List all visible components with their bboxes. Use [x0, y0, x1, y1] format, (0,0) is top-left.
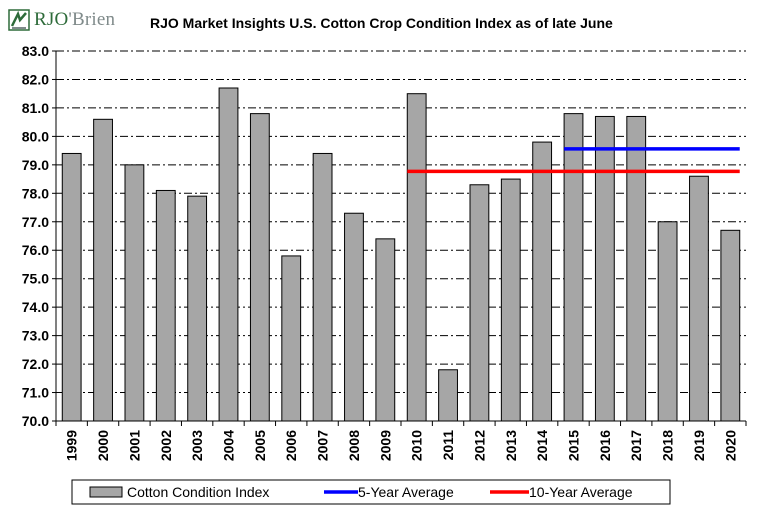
y-axis-ticks: 70.0 71.0 72.0 73.0 74.0 75.0 76.0 77.0 78.0 79.0… — [22, 43, 49, 429]
x-tick-label-2016: 2016 — [597, 430, 613, 461]
logo-text-main: RJO — [34, 9, 69, 30]
rjo-brien-logo: RJO'Brien — [8, 6, 115, 34]
bar-2003 — [187, 195, 208, 422]
bar-2017 — [626, 115, 647, 422]
y-tick-label: 82.0 — [22, 71, 49, 87]
x-tick-label-2004: 2004 — [221, 430, 237, 461]
y-tick-label: 81.0 — [22, 100, 49, 116]
bar-2000 — [93, 118, 113, 422]
bar-2011 — [438, 369, 458, 422]
y-tick-label: 79.0 — [22, 157, 49, 173]
logo-mark-icon — [8, 9, 30, 31]
x-tick-label-2009: 2009 — [377, 430, 393, 461]
x-tick-label-2011: 2011 — [440, 430, 456, 461]
y-tick-label: 73.0 — [22, 328, 49, 344]
bar-2020 — [720, 229, 741, 422]
x-tick-label-2002: 2002 — [158, 430, 174, 461]
bars — [61, 87, 741, 422]
bar-2013 — [500, 178, 521, 422]
bar-2010 — [406, 93, 427, 422]
x-tick-label-2008: 2008 — [346, 430, 362, 461]
x-tick-label-2017: 2017 — [628, 430, 644, 461]
legend-box — [71, 479, 671, 505]
bar-2006 — [281, 255, 302, 422]
bar-2004 — [218, 87, 239, 422]
bar-2007 — [312, 152, 333, 422]
x-tick-label-2010: 2010 — [409, 430, 425, 461]
bar-2008 — [344, 212, 364, 422]
logo-wordmark: RJO'Brien — [34, 9, 115, 31]
x-tick-label-2013: 2013 — [503, 430, 519, 461]
x-tick-label-2019: 2019 — [691, 430, 707, 461]
bar-2018 — [657, 221, 678, 422]
x-tick-label-2015: 2015 — [566, 430, 582, 461]
legend-swatch-bar — [89, 486, 123, 498]
y-tick-label: 70.0 — [22, 413, 49, 429]
bar-2014 — [532, 141, 553, 422]
y-tick-label: 78.0 — [22, 185, 49, 201]
x-tick-label-2018: 2018 — [660, 430, 676, 461]
x-tick-label-2012: 2012 — [471, 430, 487, 461]
bar-1999 — [61, 152, 82, 422]
y-tick-label: 71.0 — [22, 385, 49, 401]
y-tick-label: 72.0 — [22, 356, 49, 372]
y-tick-label: 77.0 — [22, 214, 49, 230]
bar-2015 — [563, 113, 584, 422]
x-tick-label-2001: 2001 — [126, 430, 142, 461]
x-tick-label-2014: 2014 — [534, 430, 550, 461]
x-tick-label-2006: 2006 — [283, 430, 299, 461]
x-axis-ticks: 1999 2000 2001 2002 2003 2004 2005 2006 2007 2008… — [64, 430, 739, 461]
x-tick-label-2005: 2005 — [252, 430, 268, 461]
axes — [52, 50, 747, 426]
bar-2001 — [124, 164, 145, 422]
bar-2009 — [375, 238, 396, 422]
x-tick-label-2007: 2007 — [315, 430, 331, 461]
bar-2012 — [469, 184, 490, 422]
x-tick-label-1999: 1999 — [64, 430, 80, 461]
bar-2002 — [155, 189, 176, 422]
bar-2019 — [689, 175, 709, 422]
bar-2016 — [594, 115, 615, 422]
chart-title: RJO Market Insights U.S. Cotton Crop Con… — [150, 15, 613, 31]
legend-label-five-year: 5-Year Average — [358, 484, 454, 500]
y-tick-label: 74.0 — [22, 299, 49, 315]
x-tick-label-2020: 2020 — [722, 430, 738, 461]
reference-lines — [407, 147, 740, 174]
logo-text-rest: 'Brien — [68, 9, 116, 30]
legend-label-ten-year: 10-Year Average — [529, 484, 633, 500]
legend-label-cotton: Cotton Condition Index — [127, 484, 269, 500]
y-tick-label: 83.0 — [22, 43, 49, 59]
bar-2005 — [249, 113, 270, 422]
x-tick-label-2000: 2000 — [95, 430, 111, 461]
y-tick-label: 80.0 — [22, 128, 49, 144]
x-tick-label-2003: 2003 — [189, 430, 205, 461]
y-tick-label: 75.0 — [22, 271, 49, 287]
legend: Cotton Condition Index 5-Year Average 10-Y… — [71, 479, 671, 505]
y-tick-label: 76.0 — [22, 242, 49, 258]
chart-header: RJO'Brien RJO Market Insights U.S. Cotto… — [0, 0, 763, 40]
